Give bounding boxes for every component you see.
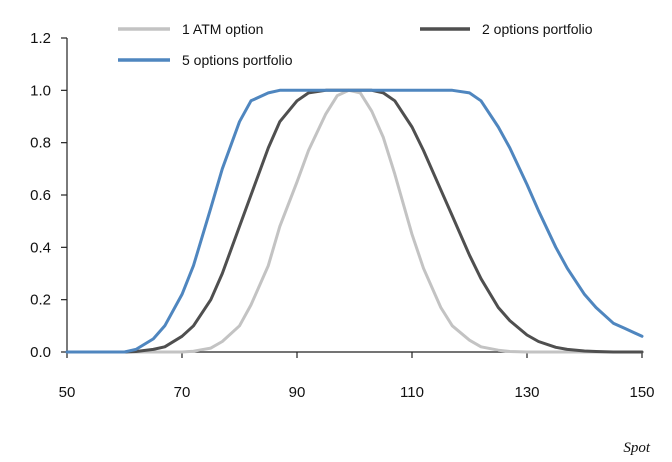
x-axis-label: Spot — [623, 440, 651, 456]
x-tick-label: 90 — [289, 384, 306, 401]
legend-label-3: 5 options portfolio — [182, 52, 293, 68]
x-ticks: 50 70 90 110 130 150 — [59, 352, 655, 401]
legend-label-2: 2 options portfolio — [482, 21, 593, 37]
y-tick-label: 1.2 — [30, 30, 51, 47]
x-tick-label: 110 — [400, 384, 424, 401]
series-line-1 — [65, 88, 644, 354]
axes: 0.0 0.2 0.4 0.6 0.8 1.0 1.2 50 70 90 110 130 150 — [30, 30, 654, 401]
x-tick-label: 130 — [514, 384, 539, 401]
series-lines — [65, 88, 644, 354]
y-ticks: 0.0 0.2 0.4 0.6 0.8 1.0 1.2 — [30, 30, 67, 361]
y-tick-label: 0.0 — [30, 344, 51, 361]
y-tick-label: 1.0 — [30, 82, 51, 99]
legend: 1 ATM option 2 options portfolio 5 options… — [118, 21, 593, 68]
x-tick-label: 150 — [629, 384, 654, 401]
y-tick-label: 0.8 — [30, 135, 51, 152]
y-tick-label: 0.4 — [30, 239, 51, 256]
y-tick-label: 0.6 — [30, 187, 51, 204]
series-line-2 — [65, 88, 644, 354]
y-tick-label: 0.2 — [30, 292, 51, 309]
series-line-3 — [65, 88, 644, 354]
x-tick-label: 50 — [59, 384, 76, 401]
x-tick-label: 70 — [174, 384, 191, 401]
legend-label-1: 1 ATM option — [182, 21, 263, 37]
